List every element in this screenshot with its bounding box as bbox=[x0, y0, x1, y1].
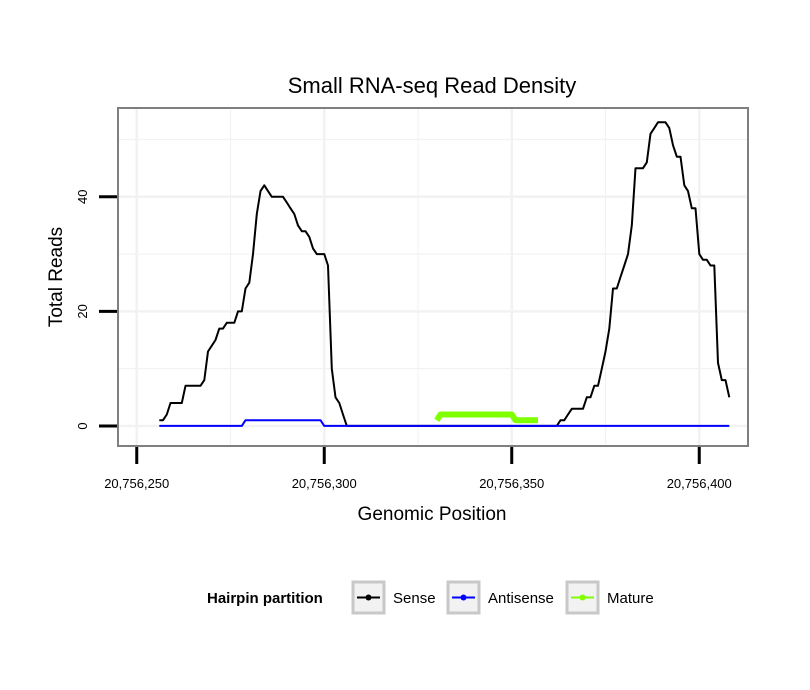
grid-lines bbox=[118, 108, 748, 446]
axis-ticks: 20,756,250 20,756,300 20,756,350 20,756,400… bbox=[75, 190, 732, 491]
chart-title: Small RNA-seq Read Density bbox=[288, 73, 577, 98]
legend-title: Hairpin partition bbox=[207, 590, 323, 607]
legend-label-antisense: Antisense bbox=[488, 590, 554, 607]
legend: Hairpin partition Sense Antisense Mature bbox=[207, 580, 654, 615]
legend-label-sense: Sense bbox=[393, 590, 436, 607]
series-line-antisense bbox=[159, 419, 730, 427]
x-tick-label: 20,756,400 bbox=[667, 476, 732, 491]
y-tick-label: 20 bbox=[75, 304, 90, 318]
plot-panel-border bbox=[117, 107, 749, 447]
series-lines bbox=[159, 121, 731, 427]
legend-point-mature bbox=[579, 594, 586, 601]
x-tick-label: 20,756,350 bbox=[479, 476, 544, 491]
legend-point-sense bbox=[365, 594, 372, 601]
x-tick-label: 20,756,250 bbox=[104, 476, 169, 491]
y-tick-label: 0 bbox=[75, 422, 90, 429]
y-tick-label: 40 bbox=[75, 190, 90, 204]
x-tick-label: 20,756,300 bbox=[292, 476, 357, 491]
series-line-mature bbox=[434, 411, 538, 424]
y-axis-title: Total Reads bbox=[46, 227, 67, 327]
legend-point-antisense bbox=[460, 594, 467, 601]
legend-label-mature: Mature bbox=[607, 590, 654, 607]
x-axis-title: Genomic Position bbox=[358, 504, 507, 525]
